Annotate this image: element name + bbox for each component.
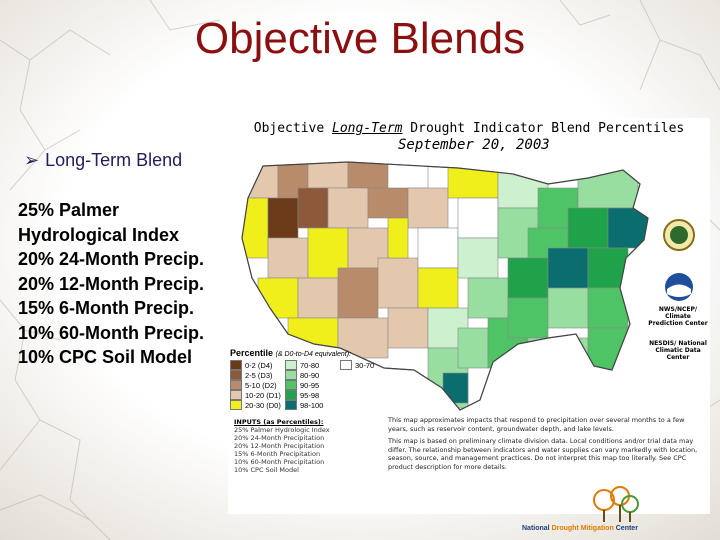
legend-label: 30-70 xyxy=(355,360,375,370)
legend-equiv: (& D0-to-D4 equivalent): xyxy=(275,351,352,358)
usda-seal-icon xyxy=(663,219,695,251)
legend-item: 70-80 xyxy=(285,360,319,370)
input-line: 20% 12-Month Precipitation xyxy=(234,442,325,450)
legend-swatch xyxy=(230,370,242,380)
legend-swatch xyxy=(230,380,242,390)
ndmc-center: Center xyxy=(615,525,638,532)
weight-line: 20% 24-Month Precip. xyxy=(18,249,205,269)
inputs-heading: INPUTS (as Percentiles): xyxy=(234,418,324,426)
tree-logo-icon xyxy=(593,486,639,522)
legend-label: 2-5 (D3) xyxy=(245,370,273,380)
legend-item: 2-5 (D3) xyxy=(230,370,273,380)
bullet-long-term-blend: ➢ Long-Term Blend xyxy=(24,150,182,171)
legend-item: 80-90 xyxy=(285,370,319,380)
legend-swatch xyxy=(230,400,242,410)
map-title: Objective Long-Term Drought Indicator Bl… xyxy=(228,121,710,136)
note-paragraph: This map is based on preliminary climate… xyxy=(388,437,698,471)
legend-swatch xyxy=(285,360,297,370)
arrow-bullet-icon: ➢ xyxy=(24,150,40,170)
legend-label: 70-80 xyxy=(300,360,320,370)
legend-item: 0-2 (D4) xyxy=(230,360,273,370)
legend-swatch xyxy=(340,360,352,370)
map-title-prefix: Objective xyxy=(253,121,333,136)
ndmc-logo: National Drought Mitigation Center xyxy=(522,486,702,534)
weight-line: 20% 12-Month Precip. xyxy=(18,273,205,294)
weight-line: 10% 60-Month Precip. xyxy=(18,322,205,343)
legend-item: 10-20 (D1) xyxy=(230,390,281,400)
legend-title-text: Percentile xyxy=(230,348,274,358)
inputs-list: INPUTS (as Percentiles): 25% Palmer Hydr… xyxy=(234,418,330,474)
input-line: 25% Palmer Hydrologic Index xyxy=(234,426,330,434)
legend-swatch xyxy=(230,360,242,370)
legend-item: 90-95 xyxy=(285,380,319,390)
legend-item: 95-98 xyxy=(285,390,319,400)
map-notes: This map approximates impacts that respo… xyxy=(388,416,698,476)
legend-label: 10-20 (D1) xyxy=(245,390,281,400)
weights-list: 25% Palmer Hydrological Index 20% 24-Mon… xyxy=(18,198,204,370)
legend-label: 90-95 xyxy=(300,380,320,390)
legend-label: 98-100 xyxy=(300,400,324,410)
noaa-logo-icon xyxy=(665,273,693,301)
ncdc-label: NESDIS/ National Climatic Data Center xyxy=(649,340,707,361)
bullet-text: Long-Term Blend xyxy=(45,150,183,170)
legend: Percentile (& D0-to-D4 equivalent): 0-2 … xyxy=(230,348,390,430)
legend-item: 20-30 (D0) xyxy=(230,400,281,410)
ndmc-drought: Drought Mitigation xyxy=(551,525,614,532)
legend-swatch xyxy=(285,370,297,380)
legend-label: 20-30 (D0) xyxy=(245,400,281,410)
ndmc-national: National xyxy=(522,525,550,532)
input-line: 15% 6-Month Precipitation xyxy=(234,450,321,458)
input-line: 20% 24-Month Precipitation xyxy=(234,434,325,442)
weight-line: 15% 6-Month Precip. xyxy=(18,298,195,318)
legend-label: 95-98 xyxy=(300,390,320,400)
note-paragraph: This map approximates impacts that respo… xyxy=(388,416,685,433)
drought-map-figure: Objective Long-Term Drought Indicator Bl… xyxy=(228,118,710,514)
legend-swatch xyxy=(285,390,297,400)
nws-cpc-label: NWS/NCEP/ Climate Prediction Center xyxy=(648,306,708,327)
legend-grid: 0-2 (D4) 2-5 (D3) 5-10 (D2) 10-20 (D1) 2… xyxy=(230,360,390,430)
weight-line: 10% CPC Soil Model xyxy=(18,347,193,367)
legend-label: 5-10 (D2) xyxy=(245,380,277,390)
input-line: 10% 60-Month Precipitation xyxy=(234,458,325,466)
legend-title: Percentile (& D0-to-D4 equivalent): xyxy=(230,348,390,358)
slide-title: Objective Blends xyxy=(194,14,526,63)
legend-label: 0-2 (D4) xyxy=(245,360,273,370)
legend-label: 80-90 xyxy=(300,370,320,380)
map-date: September 20, 2003 xyxy=(398,137,550,153)
legend-swatch xyxy=(285,400,297,410)
legend-item: 30-70 xyxy=(340,360,374,370)
legend-item: 5-10 (D2) xyxy=(230,380,277,390)
legend-swatch xyxy=(285,380,297,390)
legend-item: 98-100 xyxy=(285,400,323,410)
input-line: 10% CPC Soil Model xyxy=(234,466,299,474)
map-title-longterm: Long-Term xyxy=(332,121,403,136)
weight-line: 25% Palmer xyxy=(18,200,120,220)
legend-swatch xyxy=(230,390,242,400)
us-drought-map xyxy=(241,161,649,411)
weight-line: Hydrological Index xyxy=(18,224,180,245)
ndmc-name: National Drought Mitigation Center xyxy=(522,525,702,532)
map-title-suffix: Drought Indicator Blend Percentiles xyxy=(402,121,685,136)
